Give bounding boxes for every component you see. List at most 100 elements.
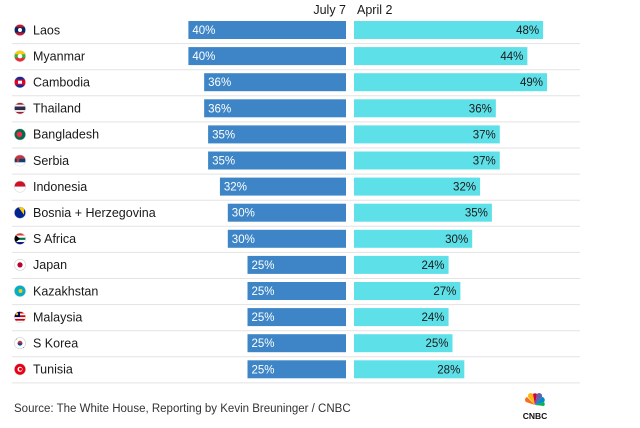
value-label-april2: 44% xyxy=(500,51,523,63)
series-label-july7: July 7 xyxy=(313,3,346,17)
bar-july7 xyxy=(188,47,346,66)
flag-part xyxy=(18,207,24,215)
flag-part xyxy=(14,320,26,323)
source-note: Source: The White House, Reporting by Ke… xyxy=(14,403,351,415)
flag-fill xyxy=(14,181,26,193)
thailand-flag-icon xyxy=(14,102,26,115)
flag-part xyxy=(14,111,26,114)
bar-april2 xyxy=(354,282,461,300)
flag-part xyxy=(14,108,26,111)
value-label-july7: 36% xyxy=(208,103,231,115)
bar-april2 xyxy=(354,334,453,353)
country-label: S Africa xyxy=(33,232,76,246)
chart-row: Malaysia 25% 24% xyxy=(12,308,580,332)
value-label-april2: 35% xyxy=(465,208,488,220)
flag-part xyxy=(14,106,26,109)
value-label-july7: 40% xyxy=(192,25,215,37)
flag-part xyxy=(14,242,26,245)
country-label: Indonesia xyxy=(33,180,87,194)
bar-july7 xyxy=(208,151,346,170)
value-label-july7: 25% xyxy=(252,312,275,324)
cambodia-flag-icon xyxy=(14,76,26,89)
tunisia-flag-icon xyxy=(14,363,26,376)
laos-flag-icon xyxy=(14,24,26,36)
value-label-july7: 35% xyxy=(212,156,235,168)
chart-row: Tunisia 25% 28% xyxy=(12,360,580,384)
chart-row: Laos 40% 48% xyxy=(12,21,580,45)
chart-row: Thailand 36% 36% xyxy=(12,99,580,123)
logo-text: CNBC xyxy=(523,411,548,421)
country-label: Malaysia xyxy=(33,310,82,324)
flag-part xyxy=(14,84,26,88)
flag-part xyxy=(17,343,23,346)
japan-flag-icon xyxy=(14,258,26,271)
flag-part xyxy=(17,53,23,59)
bar-july7 xyxy=(247,360,346,379)
bar-july7 xyxy=(247,255,346,274)
value-label-july7: 32% xyxy=(224,182,247,194)
country-label: Kazakhstan xyxy=(33,284,98,298)
flag-part xyxy=(14,32,26,36)
value-label-april2: 27% xyxy=(433,286,456,298)
bangladesh-flag-icon xyxy=(14,128,26,141)
country-label: Thailand xyxy=(33,102,81,116)
country-label: Myanmar xyxy=(33,49,85,63)
flag-fill xyxy=(14,24,26,36)
kazakhstan-flag-icon xyxy=(14,285,26,297)
bar-july7 xyxy=(204,99,346,118)
value-label-july7: 30% xyxy=(232,208,255,220)
flag-fill xyxy=(17,262,23,268)
flag-part xyxy=(16,131,23,138)
bar-april2 xyxy=(354,308,449,327)
peacock-icon: CNBC xyxy=(523,393,548,421)
bar-july7 xyxy=(247,282,346,300)
south-korea-flag-icon xyxy=(14,337,26,350)
cnbc-logo: CNBC xyxy=(515,393,555,423)
flag-part xyxy=(14,50,26,55)
chart-row: Serbia 35% 37% xyxy=(12,151,580,175)
country-label: Cambodia xyxy=(33,76,90,90)
country-label: Japan xyxy=(33,258,67,272)
flag-part xyxy=(14,155,26,159)
bar-april2 xyxy=(354,229,473,248)
chart-row: S Africa 30% 30% xyxy=(12,229,580,253)
flag-part xyxy=(14,233,20,244)
value-label-july7: 35% xyxy=(212,129,235,141)
bar-april2 xyxy=(354,177,481,196)
bar-july7 xyxy=(188,21,346,39)
country-label: S Korea xyxy=(33,337,78,351)
bosnia-flag-icon xyxy=(14,206,26,219)
bar-april2 xyxy=(354,360,465,379)
flag-part xyxy=(14,158,26,163)
flag-part xyxy=(14,237,26,241)
value-label-april2: 36% xyxy=(469,103,492,115)
value-label-july7: 40% xyxy=(192,51,215,63)
bar-april2 xyxy=(354,73,548,92)
value-label-april2: 37% xyxy=(473,156,496,168)
flag-part xyxy=(15,312,19,316)
series-label-april2: April 2 xyxy=(357,3,392,17)
bar-july7 xyxy=(227,229,346,248)
value-label-july7: 25% xyxy=(252,260,275,272)
malaysia-flag-icon xyxy=(14,311,26,323)
south-africa-flag-icon xyxy=(14,232,26,245)
flag-part xyxy=(17,262,23,268)
flag-fill xyxy=(14,285,26,297)
flag-part xyxy=(19,367,22,371)
chart-row: Bangladesh 35% 37% xyxy=(12,125,580,149)
bar-april2 xyxy=(354,47,528,66)
bar-july7 xyxy=(208,125,346,144)
bar-july7 xyxy=(247,308,346,327)
bar-april2 xyxy=(354,203,492,222)
flag-part xyxy=(14,76,26,80)
flag-part xyxy=(14,110,26,113)
bar-april2 xyxy=(354,151,500,170)
myanmar-flag-icon xyxy=(14,50,26,62)
country-label: Tunisia xyxy=(33,363,73,377)
flag-part xyxy=(14,162,26,166)
flag-fill xyxy=(14,363,26,375)
serbia-flag-icon xyxy=(14,154,26,167)
flag-part xyxy=(14,239,26,243)
chart-row: Indonesia 32% 32% xyxy=(12,177,580,201)
